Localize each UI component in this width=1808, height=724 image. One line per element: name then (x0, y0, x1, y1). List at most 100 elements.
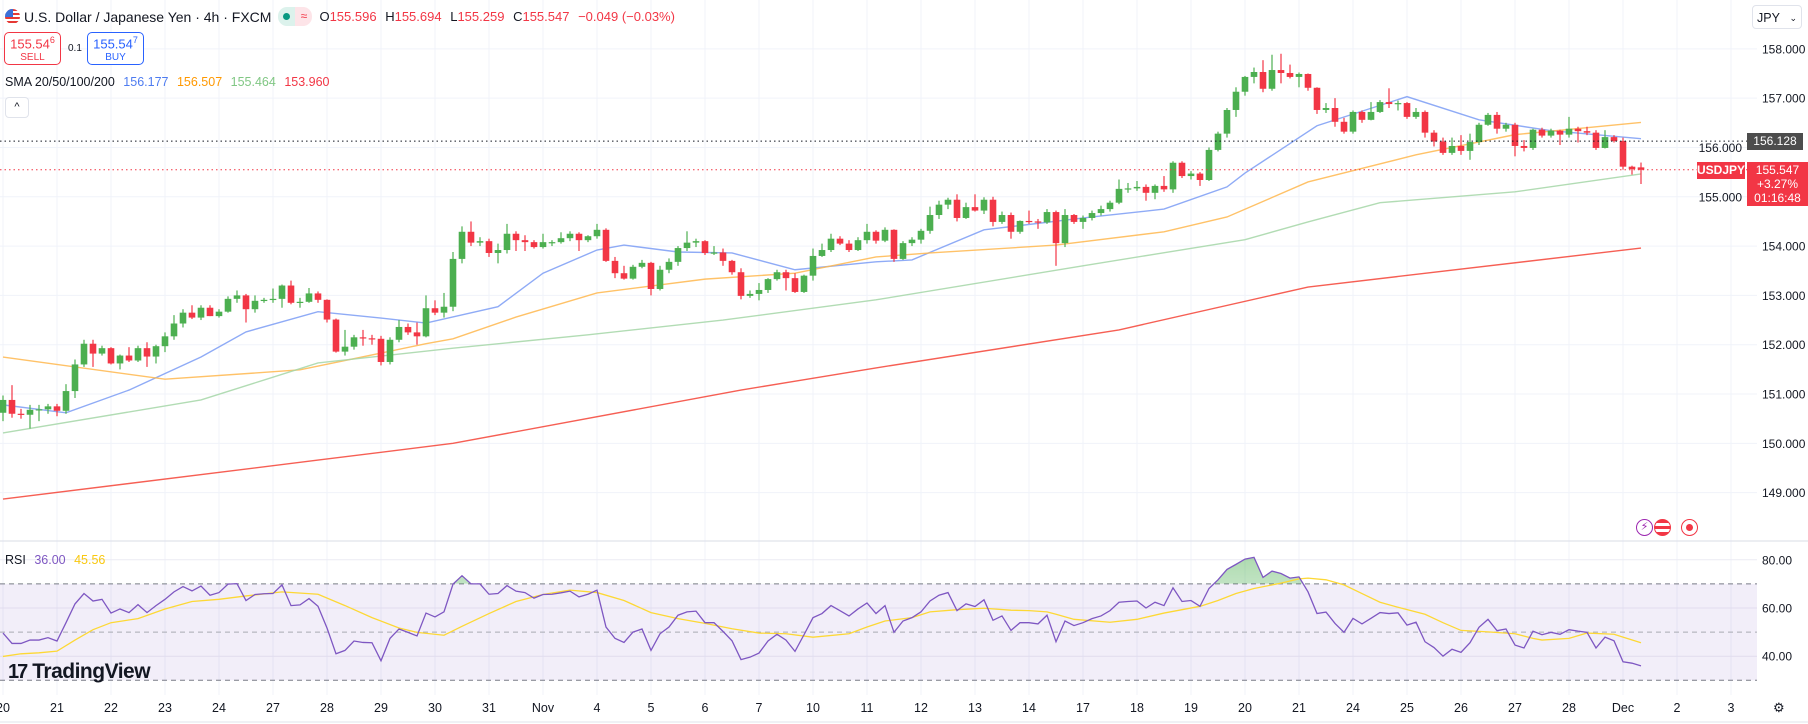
lightning-icon[interactable]: ⚡︎ (1636, 519, 1653, 536)
candle-down (1403, 102, 1411, 119)
candle-up (1169, 161, 1177, 193)
x-tick-label: 6 (702, 701, 709, 715)
candle-up (494, 243, 502, 264)
sell-button[interactable]: 155.546 SELL (4, 32, 61, 65)
candle-body (404, 326, 412, 333)
candle-up (71, 359, 79, 398)
candle-up (170, 315, 178, 340)
candle-body (980, 199, 988, 211)
candle-body (521, 240, 529, 243)
candle-body (1520, 145, 1528, 148)
collapse-legend-button[interactable]: ^ (5, 97, 29, 118)
candle-up (1043, 209, 1051, 224)
candle-up (1565, 116, 1573, 138)
candle-down (17, 408, 25, 419)
low-label: L (450, 9, 458, 24)
rsi-legend[interactable]: RSI 36.00 45.56 (5, 553, 110, 567)
candle-up (35, 404, 43, 422)
candle-body (593, 229, 601, 237)
x-tick-label: 13 (968, 701, 982, 715)
candle-body (1070, 215, 1078, 222)
candle-down (845, 240, 853, 252)
candle-body (899, 243, 907, 259)
settings-icon[interactable]: ⚙ (1773, 700, 1785, 715)
market-status[interactable]: ≈ (278, 7, 313, 26)
candle-body (53, 406, 61, 411)
sma200-value: 153.960 (284, 75, 330, 89)
x-tick-label: 27 (266, 701, 280, 715)
candle-body (26, 409, 34, 415)
candle-body (1007, 215, 1015, 232)
candle-body (1232, 91, 1240, 110)
candle-up (386, 337, 394, 365)
candle-body (1286, 72, 1294, 77)
candle-body (1106, 202, 1114, 210)
candle-up (152, 344, 160, 364)
candle-down (1052, 210, 1060, 266)
candle-body (1511, 124, 1519, 146)
candle-body (1061, 215, 1069, 244)
candle-body (1583, 131, 1591, 133)
bar-countdown: 01:16:48 (1754, 191, 1801, 205)
high-label: H (385, 9, 395, 24)
candle-down (719, 248, 727, 266)
chevron-down-icon: ⌄ (1789, 13, 1797, 23)
candle-body (206, 307, 214, 317)
candle-body (1502, 124, 1510, 129)
sma200-line (2, 247, 1642, 500)
sma20-value: 156.177 (123, 75, 169, 89)
tradingview-logo-mark: 17 (8, 660, 28, 683)
buy-button[interactable]: 155.547 BUY (87, 32, 144, 65)
candle-up (305, 288, 313, 303)
symbol-title[interactable]: U.S. Dollar / Japanese Yen · 4h · FXCM (24, 8, 272, 25)
candle-up (1151, 184, 1159, 200)
candle-up (341, 329, 349, 356)
price-tick-label: 150.000 (1762, 437, 1806, 451)
rsi-value: 36.00 (34, 553, 66, 567)
candle-down (143, 342, 151, 367)
candle-body (512, 233, 520, 241)
candle-body (539, 242, 547, 248)
candle-up (917, 228, 925, 244)
currency-value: JPY (1757, 11, 1780, 25)
candle-body (179, 312, 187, 324)
candle-up (278, 284, 286, 308)
candle-up (251, 295, 259, 313)
candle-up (656, 265, 664, 291)
us-flag-event-icon[interactable] (1654, 519, 1671, 536)
candle-up (449, 252, 457, 312)
currency-dropdown[interactable]: JPY ⌄ (1752, 5, 1802, 29)
candle-up (1106, 200, 1114, 212)
candle-body (845, 243, 853, 251)
candle-up (179, 309, 187, 328)
candle-body (1466, 142, 1474, 151)
candle-body (1538, 129, 1546, 136)
candle-down (1286, 64, 1294, 79)
candle-down (368, 334, 376, 345)
record-dot-icon[interactable] (1681, 519, 1698, 536)
candle-body (1151, 185, 1159, 193)
tradingview-logo[interactable]: 17 TradingView (8, 660, 151, 684)
candle-up (476, 237, 484, 247)
data-delay-icon: ≈ (295, 7, 313, 26)
candle-down (728, 259, 736, 275)
candle-body (89, 343, 97, 354)
candle-up (1322, 103, 1330, 113)
candle-up (1295, 72, 1303, 88)
candle-body (17, 413, 25, 415)
candle-body (755, 289, 763, 294)
header-row: U.S. Dollar / Japanese Yen · 4h · FXCM ≈… (24, 7, 680, 26)
candle-down (782, 269, 790, 291)
candle-up (1079, 215, 1087, 229)
candle-body (1457, 145, 1465, 151)
x-tick-label: 5 (648, 701, 655, 715)
candle-down (431, 300, 439, 316)
candle-up (1394, 100, 1402, 111)
candle-body (1097, 209, 1105, 214)
candle-up (746, 290, 754, 298)
sma-legend[interactable]: SMA 20/50/100/200 156.177 156.507 155.46… (5, 75, 335, 89)
candle-down (1457, 135, 1465, 155)
price-tick-label: 149.000 (1762, 486, 1806, 500)
candle-body (1052, 212, 1060, 244)
